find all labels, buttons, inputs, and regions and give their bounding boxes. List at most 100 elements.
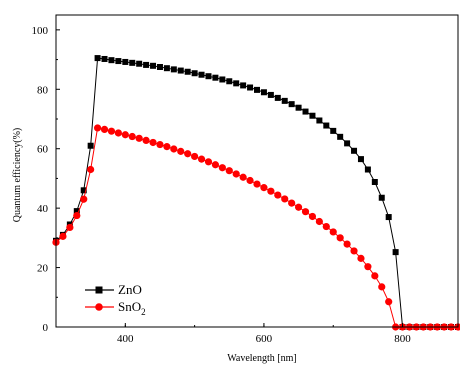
data-point	[337, 133, 344, 140]
data-point	[101, 55, 108, 62]
data-point	[156, 140, 164, 149]
data-point	[357, 156, 364, 163]
data-point	[80, 195, 88, 203]
data-point	[114, 129, 122, 137]
data-point	[246, 176, 254, 185]
data-point	[184, 150, 192, 158]
data-point	[254, 86, 260, 93]
data-point	[274, 191, 282, 199]
legend-marker-sno2	[95, 303, 103, 311]
data-point	[80, 187, 87, 194]
data-point	[267, 91, 274, 98]
data-point	[253, 180, 261, 188]
data-point	[315, 217, 323, 226]
data-point	[309, 112, 316, 119]
data-point	[308, 212, 317, 221]
data-point	[260, 184, 268, 192]
series-layer	[52, 55, 460, 331]
data-point	[211, 161, 220, 169]
data-point	[212, 74, 219, 81]
data-point	[329, 228, 337, 236]
data-point	[281, 195, 289, 203]
data-point	[385, 214, 392, 221]
data-point	[205, 73, 212, 80]
data-point	[378, 283, 386, 291]
y-tick-label: 100	[32, 25, 49, 37]
legend-item-sno2: SnO2	[85, 299, 146, 317]
x-axis-title: Wavelength [nm]	[227, 353, 296, 364]
y-axis-title: Quantum efficiency(%)	[12, 128, 23, 223]
y-tick-label: 40	[37, 203, 49, 215]
data-point	[330, 127, 337, 134]
y-tick-label: 60	[37, 144, 49, 156]
data-point	[357, 254, 365, 262]
data-point	[295, 104, 302, 111]
data-point	[94, 55, 101, 62]
plot-frame	[55, 14, 459, 328]
axes: 400 600 800 0 20 40 60 80 100	[32, 14, 459, 345]
data-point	[233, 80, 240, 87]
data-point	[281, 97, 288, 104]
data-point	[66, 223, 74, 232]
data-point	[163, 143, 171, 151]
data-point	[121, 131, 129, 139]
series-line-sno2	[55, 127, 458, 328]
data-point	[149, 138, 157, 147]
x-tick-label: 600	[256, 333, 273, 345]
data-point	[197, 155, 206, 163]
y-tick-label: 20	[37, 263, 49, 275]
data-point	[135, 134, 143, 142]
data-point	[184, 68, 191, 75]
y-tick-label: 80	[37, 84, 49, 96]
data-point	[288, 199, 296, 207]
data-point	[129, 59, 136, 66]
data-point	[191, 152, 199, 161]
data-point	[73, 211, 81, 220]
data-point	[170, 66, 177, 73]
data-point	[226, 78, 233, 85]
data-point	[59, 232, 67, 240]
legend-item-zno: ZnO	[85, 282, 142, 297]
data-point	[247, 84, 254, 91]
data-point	[302, 108, 309, 115]
data-point	[351, 147, 358, 154]
legend-label-sno2-main: SnO	[118, 299, 141, 314]
legend-label-sno2-sub: 2	[141, 307, 146, 317]
legend: ZnO SnO2	[85, 282, 146, 317]
x-tick-label: 400	[117, 333, 134, 345]
data-point	[115, 58, 122, 65]
series-zno	[53, 55, 460, 330]
data-point	[301, 208, 310, 216]
data-point	[232, 170, 240, 178]
data-point	[156, 64, 163, 70]
data-point	[100, 125, 109, 133]
data-point	[191, 70, 198, 77]
data-point	[107, 127, 116, 135]
data-point	[170, 145, 178, 153]
data-point	[294, 203, 303, 211]
data-point	[163, 65, 170, 72]
data-point	[150, 62, 157, 69]
data-point	[378, 194, 385, 201]
data-point	[219, 76, 226, 83]
data-point	[316, 117, 323, 124]
data-point	[122, 58, 129, 65]
data-point	[239, 173, 247, 181]
data-point	[128, 132, 136, 141]
data-point	[343, 240, 351, 248]
data-point	[225, 167, 233, 175]
legend-marker-zno	[95, 286, 103, 294]
data-point	[350, 247, 358, 255]
data-point	[323, 122, 330, 129]
data-point	[322, 222, 330, 231]
data-point	[87, 165, 95, 174]
data-point	[385, 298, 393, 306]
data-point	[371, 178, 378, 185]
data-point	[177, 67, 184, 74]
data-point	[240, 82, 247, 89]
data-point	[143, 61, 150, 68]
data-point	[218, 164, 226, 172]
data-point	[177, 147, 185, 155]
series-sno2	[52, 124, 460, 331]
